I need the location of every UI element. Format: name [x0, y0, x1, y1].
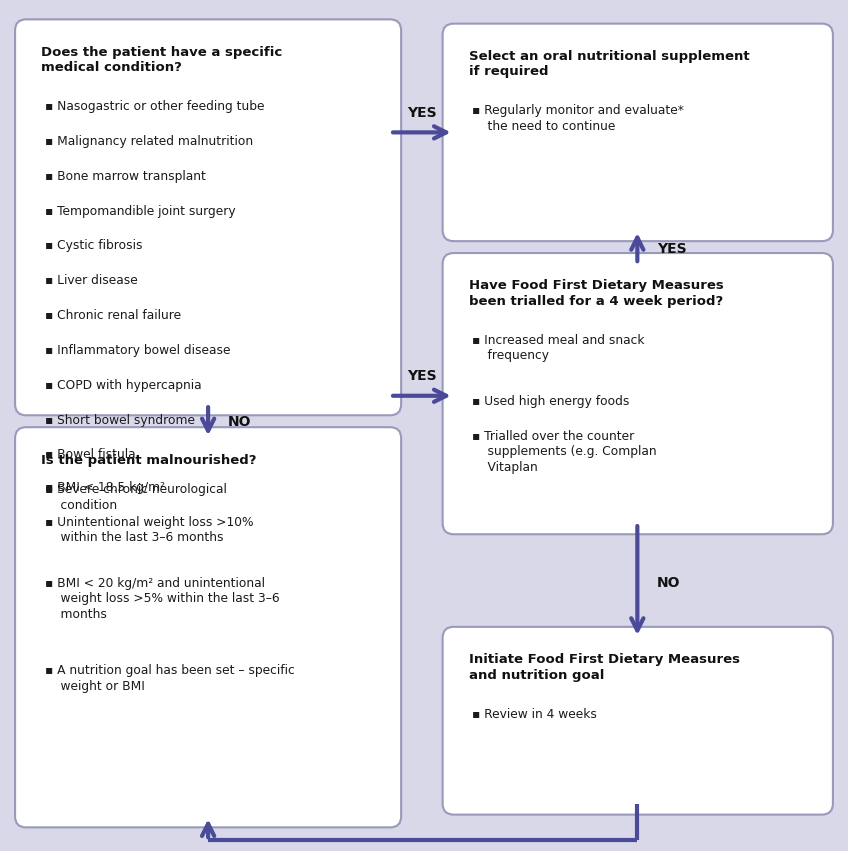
Text: ▪ Chronic renal failure: ▪ Chronic renal failure [45, 309, 181, 322]
Text: ▪ Inflammatory bowel disease: ▪ Inflammatory bowel disease [45, 344, 230, 357]
Text: Select an oral nutritional supplement
if required: Select an oral nutritional supplement if… [469, 50, 750, 78]
Text: ▪ Cystic fibrosis: ▪ Cystic fibrosis [45, 239, 142, 253]
Text: ▪ Short bowel syndrome: ▪ Short bowel syndrome [45, 414, 195, 426]
Text: YES: YES [407, 369, 436, 383]
Text: ▪ Review in 4 weeks: ▪ Review in 4 weeks [472, 707, 597, 721]
FancyBboxPatch shape [443, 627, 833, 814]
Text: ▪ Increased meal and snack
    frequency: ▪ Increased meal and snack frequency [472, 334, 644, 363]
Text: ▪ Malignancy related malnutrition: ▪ Malignancy related malnutrition [45, 135, 253, 148]
Text: ▪ Bowel fistula: ▪ Bowel fistula [45, 448, 136, 461]
Text: Does the patient have a specific
medical condition?: Does the patient have a specific medical… [42, 46, 282, 74]
Text: NO: NO [227, 415, 251, 429]
FancyBboxPatch shape [15, 427, 401, 827]
Text: ▪ Trialled over the counter
    supplements (e.g. Complan
    Vitaplan: ▪ Trialled over the counter supplements … [472, 430, 657, 474]
Text: ▪ COPD with hypercapnia: ▪ COPD with hypercapnia [45, 379, 201, 391]
Text: ▪ Used high energy foods: ▪ Used high energy foods [472, 395, 629, 408]
Text: Initiate Food First Dietary Measures
and nutrition goal: Initiate Food First Dietary Measures and… [469, 654, 739, 682]
Text: ▪ Bone marrow transplant: ▪ Bone marrow transplant [45, 169, 205, 183]
Text: ▪ A nutrition goal has been set – specific
    weight or BMI: ▪ A nutrition goal has been set – specif… [45, 665, 294, 693]
Text: ▪ Severe chronic neurological
    condition: ▪ Severe chronic neurological condition [45, 483, 226, 511]
Text: ▪ Liver disease: ▪ Liver disease [45, 274, 137, 288]
Text: YES: YES [407, 106, 436, 120]
Text: ▪ BMI < 20 kg/m² and unintentional
    weight loss >5% within the last 3–6
    m: ▪ BMI < 20 kg/m² and unintentional weigh… [45, 577, 279, 620]
Text: Is the patient malnourished?: Is the patient malnourished? [42, 454, 257, 466]
Text: Have Food First Dietary Measures
been trialled for a 4 week period?: Have Food First Dietary Measures been tr… [469, 279, 723, 308]
Text: ▪ Tempomandible joint surgery: ▪ Tempomandible joint surgery [45, 204, 236, 218]
FancyBboxPatch shape [15, 20, 401, 415]
Text: ▪ Unintentional weight loss >10%
    within the last 3–6 months: ▪ Unintentional weight loss >10% within … [45, 516, 254, 544]
Text: ▪ BMI < 18.5 kg/m²: ▪ BMI < 18.5 kg/m² [45, 481, 165, 494]
FancyBboxPatch shape [443, 253, 833, 534]
Text: YES: YES [657, 242, 686, 256]
Text: NO: NO [657, 575, 680, 590]
FancyBboxPatch shape [443, 24, 833, 241]
Text: ▪ Regularly monitor and evaluate*
    the need to continue: ▪ Regularly monitor and evaluate* the ne… [472, 105, 684, 133]
Text: ▪ Nasogastric or other feeding tube: ▪ Nasogastric or other feeding tube [45, 100, 265, 113]
